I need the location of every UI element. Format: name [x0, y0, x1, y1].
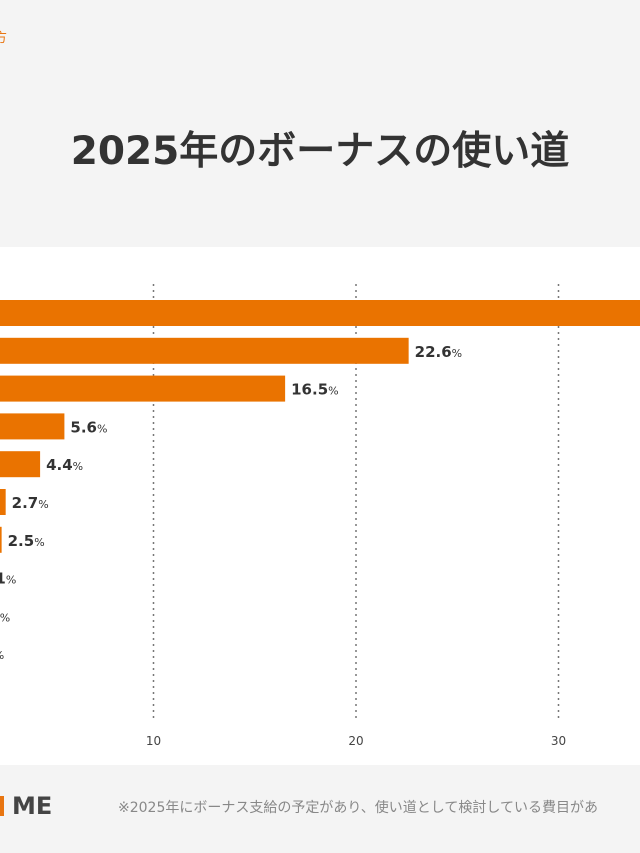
bar — [0, 375, 286, 402]
bar-chart: 10 20 30 22.6% 16.5% 5.6% 4.4% 2.7% 2.5% 1.1% 0.8%… — [0, 284, 640, 748]
bar-value-label: 2.5% — [8, 532, 45, 550]
x-tick-label: 10 — [146, 734, 161, 748]
logo-mark — [0, 796, 4, 816]
page-title: 2025年のボーナスの使い道 — [70, 129, 570, 174]
bar — [0, 489, 6, 515]
bar — [0, 413, 65, 440]
bar-value-label: 1.1% — [0, 570, 16, 588]
header-tag: 方 — [0, 31, 8, 46]
bar-value-label: 0.5% — [0, 645, 4, 663]
bar-value-label: 0.8% — [0, 607, 10, 625]
chart-area: 10 20 30 22.6% 16.5% 5.6% 4.4% 2.7% 2.5% 1.1% 0.8%… — [0, 247, 640, 765]
logo-text: ME — [12, 792, 53, 820]
footnote: ※2025年にボーナス支給の予定があり、使い道として検討している費目があ — [118, 800, 598, 816]
bar-value-label: 4.4% — [46, 456, 83, 474]
bar — [0, 300, 640, 326]
bar-value-label: 16.5% — [291, 381, 338, 399]
bar — [0, 526, 2, 553]
bar — [0, 451, 41, 478]
brand-logo: ME — [0, 792, 52, 820]
bar-value-label: 5.6% — [70, 418, 107, 436]
x-tick-label: 30 — [551, 734, 566, 748]
bar-value-label: 22.6% — [415, 343, 462, 361]
bar — [0, 337, 409, 364]
x-tick-label: 20 — [348, 734, 363, 748]
bar-value-label: 2.7% — [12, 494, 49, 512]
